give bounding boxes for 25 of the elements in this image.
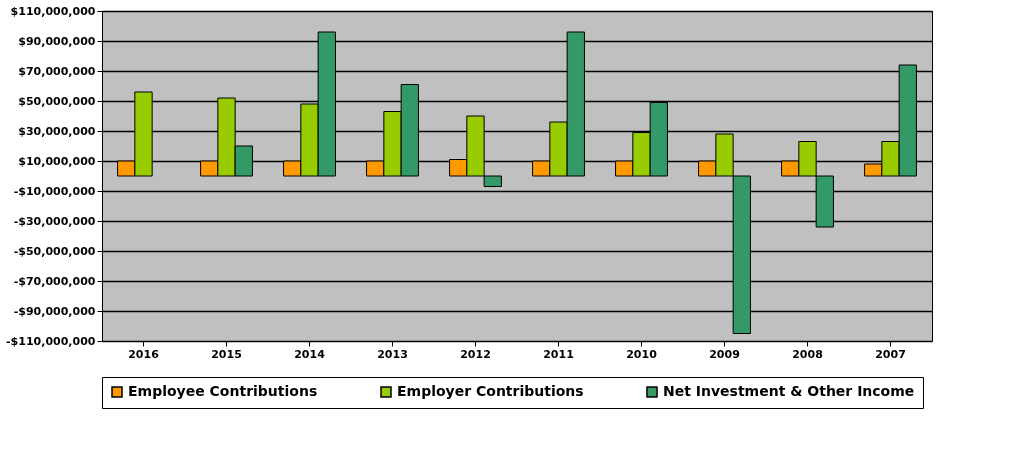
y-tick-label: $30,000,000 xyxy=(18,124,96,138)
x-tick-label: 2010 xyxy=(626,347,658,361)
y-tick-label: -$50,000,000 xyxy=(13,244,96,258)
legend-label: Employee Contributions xyxy=(128,383,318,399)
y-tick-label: -$30,000,000 xyxy=(13,214,96,228)
x-tick-label: 2007 xyxy=(875,347,906,361)
x-tick-label: 2015 xyxy=(211,347,242,361)
y-tick-label: $10,000,000 xyxy=(18,154,96,168)
x-tick-label: 2013 xyxy=(377,347,408,361)
y-tick-label: -$110,000,000 xyxy=(6,334,96,348)
legend-label: Employer Contributions xyxy=(397,383,584,399)
x-tick-label: 2008 xyxy=(792,347,823,361)
y-tick-label: $90,000,000 xyxy=(18,34,96,48)
y-tick-label: $110,000,000 xyxy=(10,4,96,18)
y-tick-label: $70,000,000 xyxy=(18,64,96,78)
legend-label: Net Investment & Other Income xyxy=(663,383,915,399)
y-tick-label: -$10,000,000 xyxy=(13,184,96,198)
y-tick-label: -$90,000,000 xyxy=(13,304,96,318)
y-tick-label: -$70,000,000 xyxy=(13,274,96,288)
x-tick-label: 2011 xyxy=(543,347,574,361)
x-tick-label: 2012 xyxy=(460,347,491,361)
x-tick-label: 2016 xyxy=(128,347,160,361)
x-tick-label: 2014 xyxy=(294,347,326,361)
y-tick-label: $50,000,000 xyxy=(18,94,96,108)
x-tick-label: 2009 xyxy=(709,347,740,361)
